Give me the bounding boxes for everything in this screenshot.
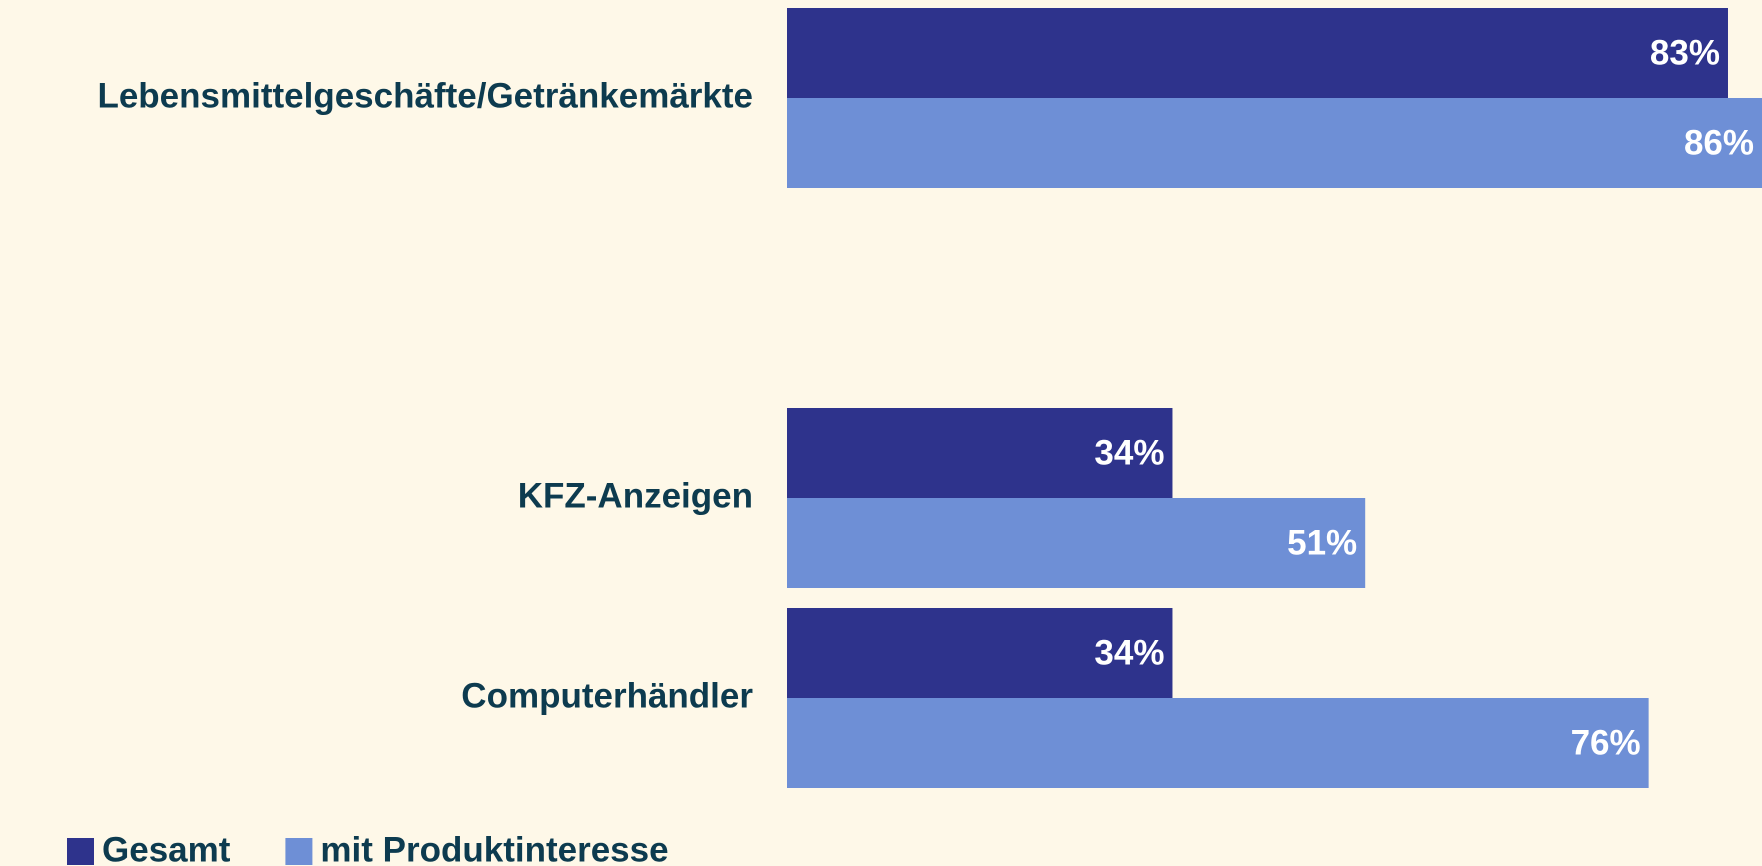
legend-swatch [67,838,94,865]
value-label: 83% [1650,33,1720,72]
bar [787,608,1173,698]
category-label: Computerhändler [461,676,753,715]
legend-label: mit Produktinteresse [320,830,668,866]
value-label: 86% [1684,123,1754,162]
value-label: 51% [1287,523,1357,562]
legend-label: Gesamt [102,830,231,866]
category-label: Lebensmittelgeschäfte/Getränkemärkte [97,76,753,115]
value-label: 34% [1094,433,1164,472]
bar [787,698,1649,788]
bar [787,498,1366,588]
bar [787,98,1762,188]
value-label: 76% [1571,723,1641,762]
bar [787,408,1173,498]
value-label: 34% [1094,633,1164,672]
category-label: KFZ-Anzeigen [518,476,753,515]
legend-swatch [285,838,313,865]
bar [787,8,1728,98]
